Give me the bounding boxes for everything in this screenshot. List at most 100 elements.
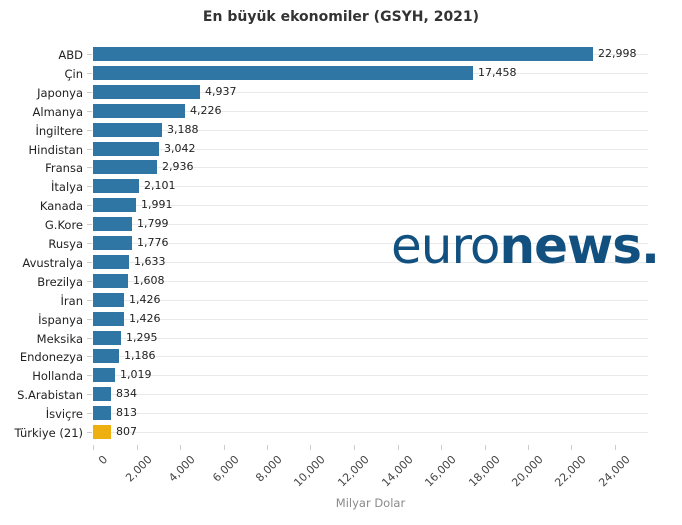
bar-value-label: 3,188	[167, 123, 199, 136]
gridline	[93, 281, 648, 282]
x-tick	[615, 445, 616, 450]
y-tick	[87, 338, 92, 339]
bar-value-label: 1,186	[124, 349, 156, 362]
bar-Türkiye (21)[interactable]	[93, 425, 111, 439]
bar-İspanya[interactable]	[93, 312, 124, 326]
bar-Kanada[interactable]	[93, 198, 136, 212]
bar-ABD[interactable]	[93, 47, 593, 61]
x-tick-label: 24,000	[595, 453, 633, 490]
y-tick	[87, 432, 92, 433]
bar-Hindistan[interactable]	[93, 142, 159, 156]
category-label: Hollanda	[32, 368, 83, 383]
x-tick-label: 2,000	[122, 453, 155, 485]
category-label: Hindistan	[28, 142, 83, 157]
bar-Meksika[interactable]	[93, 331, 121, 345]
chart-title: En büyük ekonomiler (GSYH, 2021)	[202, 9, 480, 25]
x-tick-label: 8,000	[252, 453, 285, 485]
x-tick	[441, 445, 442, 450]
gridline	[93, 300, 648, 301]
bar-value-label: 3,042	[164, 142, 196, 155]
y-tick	[87, 394, 92, 395]
euronews-logo-dot: .	[640, 217, 660, 275]
y-tick	[87, 281, 92, 282]
gridline	[93, 224, 648, 225]
category-label: İngiltere	[35, 123, 83, 138]
bar-G.Kore[interactable]	[93, 217, 132, 231]
bar-Hollanda[interactable]	[93, 368, 115, 382]
gridline	[93, 130, 648, 131]
x-tick-label: 20,000	[508, 453, 546, 490]
bar-S.Arabistan[interactable]	[93, 387, 111, 401]
bar-value-label: 4,226	[190, 104, 222, 117]
category-label: Almanya	[32, 104, 83, 119]
bar-İran[interactable]	[93, 293, 124, 307]
euronews-logo-news: news	[499, 217, 642, 275]
gridline	[93, 432, 648, 433]
bar-İngiltere[interactable]	[93, 123, 162, 137]
bar-value-label: 1,426	[129, 312, 161, 325]
y-tick	[87, 149, 92, 150]
category-label: Türkiye (21)	[14, 425, 83, 440]
y-tick	[87, 319, 92, 320]
x-tick	[571, 445, 572, 450]
category-label: Meksika	[36, 331, 83, 346]
category-label: Endonezya	[19, 349, 83, 364]
bar-Almanya[interactable]	[93, 104, 185, 118]
x-tick	[267, 445, 268, 450]
x-tick	[310, 445, 311, 450]
x-tick	[485, 445, 486, 450]
bar-Fransa[interactable]	[93, 160, 157, 174]
category-label: S.Arabistan	[17, 387, 83, 402]
x-tick-label: 22,000	[551, 453, 589, 490]
bar-value-label: 1,776	[137, 236, 169, 249]
euronews-logo-euro: euro	[391, 217, 500, 275]
category-label: İran	[60, 293, 83, 308]
gridline	[93, 111, 648, 112]
bar-Çin[interactable]	[93, 66, 473, 80]
category-label: Çin	[64, 66, 83, 81]
bar-Japonya[interactable]	[93, 85, 200, 99]
bar-value-label: 22,998	[598, 47, 637, 60]
x-tick	[137, 445, 138, 450]
x-tick-label: 14,000	[378, 453, 416, 490]
bar-Avustralya[interactable]	[93, 255, 129, 269]
x-axis-title: Milyar Dolar	[335, 496, 406, 510]
bar-value-label: 4,937	[205, 85, 237, 98]
y-tick	[87, 413, 92, 414]
y-tick	[87, 130, 92, 131]
bar-Endonezya[interactable]	[93, 349, 119, 363]
bar-value-label: 1,633	[134, 255, 166, 268]
x-tick-label: 12,000	[334, 453, 372, 490]
bar-value-label: 1,019	[120, 368, 152, 381]
gridline	[93, 92, 648, 93]
bar-value-label: 1,991	[141, 198, 173, 211]
gridline	[93, 413, 648, 414]
y-tick	[87, 186, 92, 187]
gridline	[93, 167, 648, 168]
y-tick	[87, 356, 92, 357]
bar-İtalya[interactable]	[93, 179, 139, 193]
gridline	[93, 186, 648, 187]
bar-value-label: 1,799	[137, 217, 169, 230]
euronews-logo: euronews.	[391, 221, 660, 271]
gridline	[93, 319, 648, 320]
bar-value-label: 17,458	[478, 66, 517, 79]
gridline	[93, 205, 648, 206]
category-label: ABD	[58, 47, 83, 62]
y-tick	[87, 205, 92, 206]
category-label: G.Kore	[44, 217, 83, 232]
y-tick	[87, 300, 92, 301]
bar-İsviçre[interactable]	[93, 406, 111, 420]
x-tick	[354, 445, 355, 450]
bar-Rusya[interactable]	[93, 236, 132, 250]
gridline	[93, 338, 648, 339]
y-tick	[87, 375, 92, 376]
y-tick	[87, 243, 92, 244]
bar-value-label: 813	[116, 406, 137, 419]
gridline	[93, 149, 648, 150]
gridline	[93, 243, 648, 244]
bar-Brezilya[interactable]	[93, 274, 128, 288]
gridline	[93, 394, 648, 395]
gridline	[93, 375, 648, 376]
